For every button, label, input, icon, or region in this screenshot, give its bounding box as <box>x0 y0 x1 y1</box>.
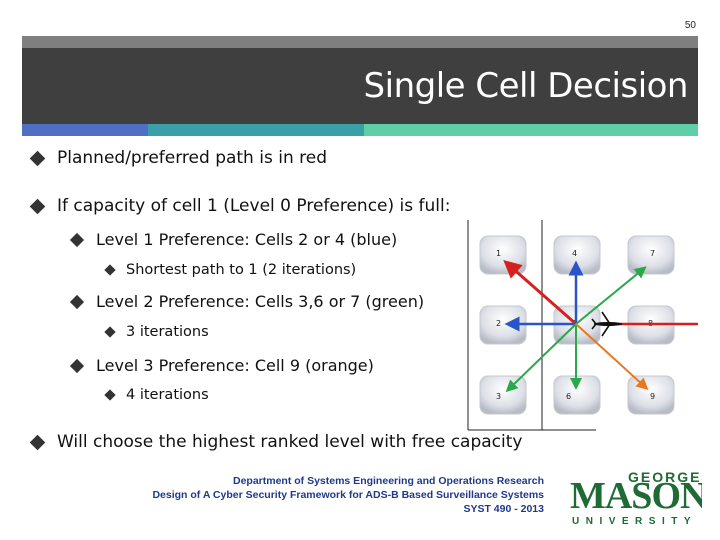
diamond-bullet-icon <box>69 358 85 373</box>
cell-2: 2 <box>479 305 527 345</box>
bullet-text: Level 2 Preference: Cells 3,6 or 7 (gree… <box>96 292 425 311</box>
footer-course: SYST 490 - 2013 <box>463 503 544 515</box>
airplane-icon <box>591 311 622 337</box>
bullet-text: Planned/preferred path is in red <box>57 148 327 168</box>
bullet-level-1: Level 1 Preference: Cells 2 or 4 (blue) <box>69 230 398 249</box>
bullet-level-2: Level 2 Preference: Cells 3,6 or 7 (gree… <box>69 292 425 311</box>
diamond-bullet-icon <box>29 198 46 214</box>
logo-george-text: GEORGE <box>628 469 701 485</box>
cell-9: 9 <box>627 375 675 415</box>
cell-7: 7 <box>627 235 675 275</box>
green-arrow-to-cell-7 <box>575 266 647 325</box>
cell-label: 1 <box>496 249 501 258</box>
bullet-text: Level 3 Preference: Cell 9 (orange) <box>96 356 374 375</box>
cell-label: 4 <box>572 249 577 258</box>
footer-department: Department of Systems Engineering and Op… <box>232 475 544 487</box>
bullet-text: 3 iterations <box>126 324 209 340</box>
bullet-capacity-full: If capacity of cell 1 (Level 0 Preferenc… <box>29 196 451 216</box>
top-bar <box>22 36 698 48</box>
bullet-text: Level 1 Preference: Cells 2 or 4 (blue) <box>96 230 398 249</box>
cell-1: 1 <box>479 235 527 275</box>
cell-label: 7 <box>650 249 655 258</box>
accent-bar-green <box>364 124 698 136</box>
accent-bar-blue <box>22 124 148 136</box>
footer: Department of Systems Engineering and Op… <box>152 474 544 516</box>
bullet-level-3-detail: 4 iterations <box>104 387 209 403</box>
bullet-text: Will choose the highest ranked level wit… <box>57 432 523 452</box>
bullet-level-1-detail: Shortest path to 1 (2 iterations) <box>104 262 357 278</box>
diamond-bullet-icon <box>69 294 85 309</box>
diamond-bullet-icon <box>104 389 116 401</box>
cell-grid-diagram: 1 4 7 2 5 8 3 6 9 <box>467 220 698 431</box>
cell-label: 3 <box>496 392 501 401</box>
bullet-text: If capacity of cell 1 (Level 0 Preferenc… <box>57 196 451 216</box>
bullet-level-2-detail: 3 iterations <box>104 324 209 340</box>
slide-number: 50 <box>684 20 696 31</box>
bullet-text: Shortest path to 1 (2 iterations) <box>126 262 357 278</box>
george-mason-logo: GEORGE MASON UNIVERSITY <box>570 469 702 527</box>
diamond-bullet-icon <box>29 150 46 166</box>
cell-label: 2 <box>496 319 501 328</box>
diamond-bullet-icon <box>29 434 46 450</box>
diamond-bullet-icon <box>104 264 116 276</box>
bullet-planned-path: Planned/preferred path is in red <box>29 148 327 168</box>
red-arrow-to-cell-1 <box>503 260 577 326</box>
cell-label: 6 <box>566 392 571 401</box>
diamond-bullet-icon <box>104 326 116 338</box>
green-arrow-to-cell-3 <box>505 323 577 393</box>
logo-university-text: UNIVERSITY <box>572 516 697 527</box>
footer-project-title: Design of A Cyber Security Framework for… <box>152 489 544 501</box>
slide-title: Single Cell Decision <box>363 66 689 106</box>
title-bar: Single Cell Decision <box>22 48 698 124</box>
accent-bar-teal <box>148 124 364 136</box>
diamond-bullet-icon <box>69 232 85 247</box>
bullet-highest-level: Will choose the highest ranked level wit… <box>29 432 523 452</box>
orange-arrow-to-cell-9 <box>575 323 649 391</box>
cell-3: 3 <box>479 375 527 415</box>
cell-label: 9 <box>650 392 655 401</box>
bullet-text: 4 iterations <box>126 387 209 403</box>
bullet-level-3: Level 3 Preference: Cell 9 (orange) <box>69 356 374 375</box>
logo-mason-text: MASON <box>570 475 702 517</box>
